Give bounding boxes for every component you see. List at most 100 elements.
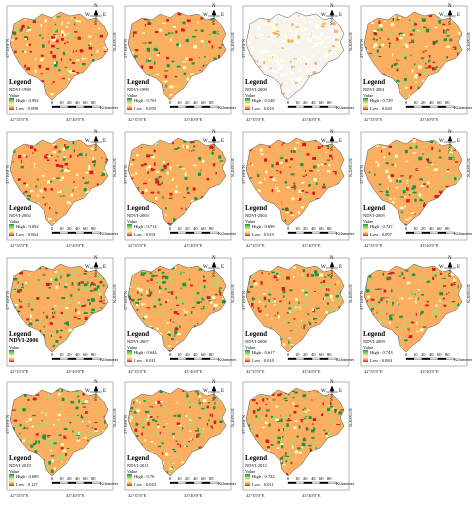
scale-unit: Kilometers: [218, 481, 236, 486]
south-label: S: [94, 274, 97, 279]
boundary-outline: [127, 137, 227, 227]
boundary-outline: [9, 11, 109, 101]
legend-value-label: Value: [9, 345, 20, 350]
lon-label: 42°35'0"E: [246, 117, 265, 122]
east-label: E: [339, 13, 343, 18]
legend-high: High : 0.692: [16, 224, 39, 229]
scale-tick: 60: [83, 476, 88, 481]
legend-color-ramp: [245, 474, 250, 486]
scale-bar: [169, 105, 219, 108]
legend-low: Low : 0.031: [134, 232, 156, 237]
scale-bar: [51, 105, 101, 108]
scale-tick: 0: [405, 100, 408, 105]
scale-tick: 40: [75, 476, 80, 481]
legend-title: Legend: [245, 204, 268, 212]
scale-unit: Kilometers: [100, 231, 118, 236]
south-label: S: [330, 398, 333, 403]
ndvi-map: [124, 257, 232, 367]
east-label: E: [221, 139, 225, 144]
scale-tick: 0: [169, 100, 172, 105]
map-frame: [124, 131, 232, 241]
north-label: N: [212, 4, 216, 9]
scale-tick: 80: [91, 226, 96, 231]
legend-color-ramp: [245, 224, 250, 236]
scale-bar: [287, 481, 337, 484]
legend-color-ramp: [127, 98, 132, 110]
east-label: E: [221, 265, 225, 270]
legend-low: Low : 0.059: [134, 106, 156, 111]
scale-tick: 80: [445, 226, 450, 231]
scale-tick: 10: [295, 352, 300, 357]
lat-label: 36°50'0"N: [112, 32, 117, 51]
legend-title: Legend: [9, 330, 32, 338]
scale-bar: [51, 481, 101, 484]
scale-tick: 10: [295, 100, 300, 105]
legend-high: High : 0.722: [252, 474, 275, 479]
scale-tick: 20: [421, 100, 426, 105]
east-label: E: [221, 389, 225, 394]
scale-tick: 20: [185, 476, 190, 481]
scale-tick: 20: [185, 100, 190, 105]
map-frame: [6, 131, 114, 241]
map-frame: [360, 257, 468, 367]
scale-tick: 10: [59, 100, 64, 105]
scale-tick: 0: [287, 100, 290, 105]
panel-label: NDVI-2011: [127, 463, 149, 468]
north-label: N: [94, 4, 98, 9]
west-label: W: [85, 265, 90, 270]
lat-label: 36°50'0"N: [112, 408, 117, 427]
lon-label: 43°40'0"E: [302, 117, 321, 122]
scale-tick: 40: [75, 352, 80, 357]
legend-title: Legend: [127, 78, 150, 86]
west-label: W: [203, 265, 208, 270]
west-label: W: [439, 265, 444, 270]
map-frame: [242, 5, 350, 115]
scale-bar: [405, 105, 455, 108]
legend-title: Legend: [245, 454, 268, 462]
legend-title: Legend: [127, 330, 150, 338]
legend-low: Low : 0.043: [134, 482, 156, 487]
west-label: W: [439, 139, 444, 144]
scale-tick: 80: [209, 100, 214, 105]
boundary-outline: [127, 263, 227, 353]
map-frame: [242, 381, 350, 491]
lon-label: 42°35'0"E: [128, 369, 147, 374]
ndvi-map: [6, 131, 114, 241]
scale-tick: 80: [91, 100, 96, 105]
legend-low: Low : 0.011: [134, 358, 156, 363]
west-label: W: [85, 13, 90, 18]
scale-bar: [287, 105, 337, 108]
lat-label: 36°50'0"N: [466, 284, 471, 303]
panel-label: NDVI-2001: [363, 87, 385, 92]
ndvi-map-panel: N S W E 37°10'0"N 36°50'0"N 42°35'0"E 43°40'0"E…: [122, 378, 236, 498]
scale-tick: 10: [295, 226, 300, 231]
north-arrow-icon: [444, 261, 456, 274]
legend-high: High : 0.992: [16, 98, 39, 103]
legend-value-label: Value: [245, 345, 256, 350]
east-label: E: [339, 389, 343, 394]
scale-unit: Kilometers: [336, 231, 354, 236]
legend-high: High : 0.729: [370, 98, 393, 103]
scale-tick: 0: [287, 476, 290, 481]
north-arrow-icon: [444, 9, 456, 22]
legend-color-ramp: [127, 474, 132, 486]
south-label: S: [94, 22, 97, 27]
lat-label: 36°50'0"N: [348, 32, 353, 51]
map-frame: [242, 257, 350, 367]
panel-label: NDVI-2007: [127, 339, 149, 344]
scale-tick: 20: [421, 226, 426, 231]
lon-label: 42°35'0"E: [364, 369, 383, 374]
scale-tick: 60: [437, 352, 442, 357]
ndvi-map: [242, 5, 350, 115]
lat-label: 36°50'0"N: [348, 408, 353, 427]
panel-label: NDVI-2008: [245, 339, 267, 344]
scale-tick: 40: [311, 100, 316, 105]
scale-tick: 20: [303, 226, 308, 231]
ndvi-map-panel: N S W E 37°10'0"N 36°50'0"N 42°35'0"E 43°40'0"E…: [240, 378, 354, 498]
scale-tick: 0: [169, 476, 172, 481]
lat-label: 37°10'0"N: [241, 39, 246, 58]
north-label: N: [448, 256, 452, 261]
south-label: S: [448, 22, 451, 27]
legend-high: High : 0.644: [134, 350, 157, 355]
lat-label: 37°10'0"N: [5, 291, 10, 310]
